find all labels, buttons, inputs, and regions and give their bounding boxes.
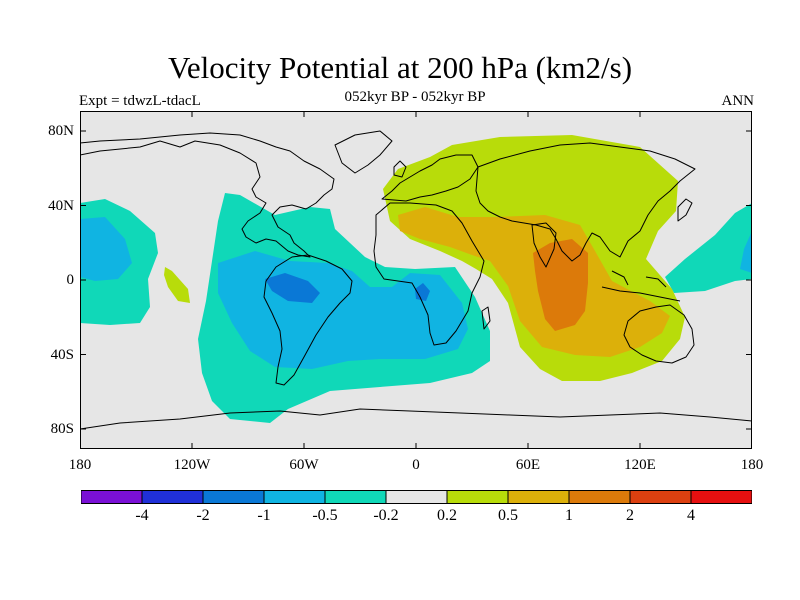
x-tick-label: 180 — [740, 457, 764, 473]
y-tick-label: 40N — [48, 197, 74, 214]
coast-japan — [677, 198, 693, 222]
experiment-label: Expt = tdwzL-tdacL — [79, 93, 201, 109]
coast-north-america — [80, 132, 335, 258]
coast-australia — [623, 304, 695, 364]
coastlines — [80, 130, 752, 430]
coast-south-america — [263, 254, 353, 386]
colorbar-label: -4 — [135, 507, 149, 524]
coast-asia — [475, 142, 696, 262]
coast-antarctica — [80, 408, 752, 430]
colorbar-box — [324, 490, 387, 504]
colorbar-label: 0.2 — [437, 507, 457, 524]
region-blue-west-pacific — [80, 217, 132, 281]
y-tick-label: 80N — [48, 123, 74, 139]
colorbar-label: -2 — [196, 507, 210, 524]
coast-europe — [381, 154, 479, 202]
colorbar-label: 0.5 — [498, 507, 518, 524]
colorbar-label: 1 — [565, 507, 573, 524]
coast-indonesia — [601, 270, 681, 302]
colorbar-label: 2 — [626, 507, 634, 524]
y-tick-label: 0 — [66, 272, 75, 288]
region-cyan-east-pacific — [665, 203, 752, 293]
x-tick-label: 60W — [289, 457, 319, 473]
region-darkblue-africa — [415, 283, 430, 301]
region-darkblue-amazon — [265, 273, 320, 303]
x-tick-label: 120E — [624, 457, 656, 473]
axis-ticks — [80, 111, 752, 449]
colorbar-box — [690, 490, 752, 504]
colorbar-box — [385, 490, 448, 504]
region-green-small-pacific — [164, 267, 190, 303]
y-tick-label: 40S — [50, 346, 74, 363]
x-tick-label: 60E — [515, 457, 541, 473]
coast-british-isles — [393, 160, 407, 178]
colorbar-box — [263, 490, 326, 504]
colorbar-box — [629, 490, 692, 504]
coast-india — [531, 222, 557, 268]
colorbar-box — [446, 490, 509, 504]
colorbar-label: -0.2 — [373, 507, 399, 524]
colorbar-boxes — [81, 490, 752, 504]
region-blue-east-pacific — [740, 231, 752, 273]
colorbar-label: 4 — [687, 507, 695, 524]
y-tick-label: 80S — [50, 421, 74, 437]
map-title: Velocity Potential at 200 hPa (km2/s) — [167, 50, 633, 85]
coast-africa — [373, 202, 485, 346]
coast-greenland — [334, 130, 393, 174]
x-tick-label: 0 — [412, 457, 420, 473]
x-tick-label: 180 — [68, 457, 92, 473]
velocity-potential-map — [80, 111, 752, 449]
colorbar-box — [202, 490, 265, 504]
colorbar-label: -0.5 — [312, 507, 338, 524]
colorbar-label: -1 — [257, 507, 271, 524]
coast-madagascar — [481, 306, 491, 330]
season-label: ANN — [721, 93, 755, 109]
colorbar-box — [141, 490, 204, 504]
colorbar-box — [568, 490, 631, 504]
x-tick-label: 120W — [173, 457, 211, 473]
colorbar-box — [507, 490, 570, 504]
region-orange-indian-ocean — [398, 207, 670, 357]
region-darkorange-india — [533, 239, 588, 331]
colorbar-box — [81, 490, 143, 504]
map-subtitle: 052kyr BP - 052kyr BP — [344, 89, 486, 105]
colorbar — [81, 490, 752, 504]
